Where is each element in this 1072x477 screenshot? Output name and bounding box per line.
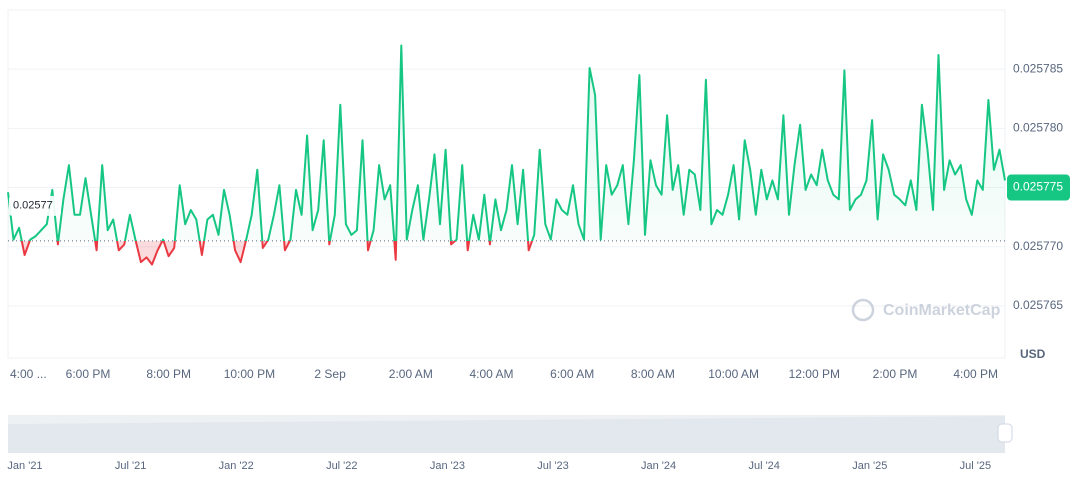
navigator-label: Jan '22	[219, 460, 254, 472]
navigator-label: Jul '23	[537, 460, 568, 472]
baseline-label-box	[9, 195, 61, 216]
x-tick-label: 8:00 PM	[146, 367, 191, 381]
navigator-label: Jul '25	[960, 460, 991, 472]
navigator-label: Jan '25	[852, 460, 887, 472]
navigator-label: Jan '24	[641, 460, 676, 472]
price-area	[8, 45, 1005, 265]
baseline-label: 0.02577	[13, 200, 53, 212]
currency-label: USD	[1020, 347, 1046, 361]
x-tick-label: 6:00 PM	[66, 367, 111, 381]
x-tick-label: 10:00 AM	[708, 367, 759, 381]
y-tick-label: 0.025785	[1013, 61, 1063, 75]
navigator-area	[8, 416, 1005, 453]
x-tick-label: 2:00 PM	[873, 367, 918, 381]
y-tick-label: 0.025780	[1013, 121, 1063, 135]
x-tick-label: 8:00 AM	[631, 367, 675, 381]
current-price-badge	[1007, 174, 1070, 201]
navigator-label: Jul '24	[748, 460, 779, 472]
navigator-label: Jan '21	[7, 460, 42, 472]
navigator-label: Jul '21	[115, 460, 146, 472]
grid: 0.025765 0.025770 0.025775 0.025780 0.025785	[8, 61, 1063, 312]
x-tick-label: 4:00 AM	[469, 367, 513, 381]
navigator-axis: Jan '21 Jul '21 Jan '22 Jul '22 Jan '23 Jul '…	[7, 460, 991, 472]
x-tick-label: 2:00 AM	[389, 367, 433, 381]
navigator-label: Jan '23	[430, 460, 465, 472]
x-tick-label: 4:00 PM	[953, 367, 998, 381]
plot: 0.02577	[7, 44, 1006, 266]
x-tick-label: 4:00 ...	[10, 367, 47, 381]
navigator-handle[interactable]	[997, 423, 1013, 443]
x-axis: 4:00 ... 6:00 PM 8:00 PM 10:00 PM 2 Sep 2:00 …	[10, 367, 998, 381]
x-tick-label: 10:00 PM	[224, 367, 275, 381]
y-tick-label: 0.025770	[1013, 239, 1063, 253]
current-price-label: 0.025775	[1013, 180, 1063, 194]
watermark-text: CoinMarketCap	[883, 302, 1001, 319]
navigator-label: Jul '22	[326, 460, 357, 472]
x-tick-label: 12:00 PM	[789, 367, 840, 381]
x-tick-label: 6:00 AM	[550, 367, 594, 381]
x-tick-label: 2 Sep	[314, 367, 346, 381]
y-tick-label: 0.025765	[1013, 298, 1063, 312]
watermark: CoinMarketCap	[851, 298, 1001, 322]
price-line	[7, 44, 1006, 266]
watermark-logo	[851, 298, 875, 322]
